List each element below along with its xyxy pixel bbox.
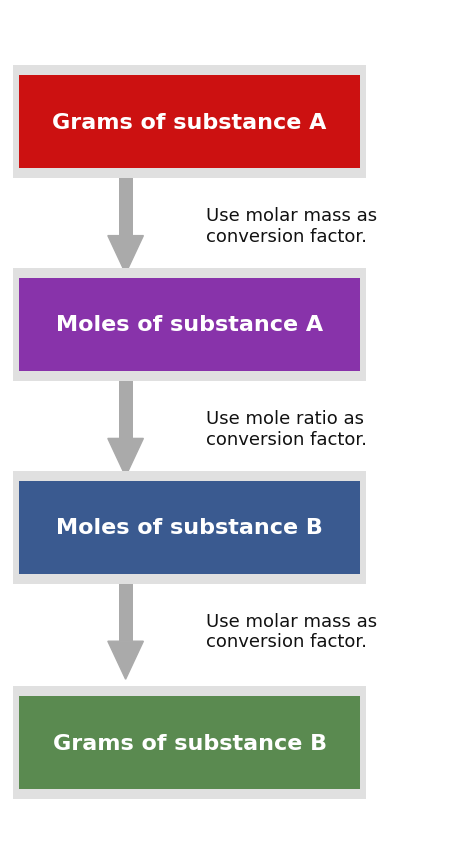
Text: Use molar mass as
conversion factor.: Use molar mass as conversion factor. <box>206 207 377 246</box>
Text: Moles of substance A: Moles of substance A <box>56 315 323 335</box>
Bar <box>13 268 366 381</box>
Bar <box>19 279 360 371</box>
Text: Moles of substance B: Moles of substance B <box>56 517 323 538</box>
Polygon shape <box>108 236 143 274</box>
Bar <box>19 696 360 789</box>
Text: Grams of substance B: Grams of substance B <box>53 733 327 753</box>
Bar <box>118 177 133 236</box>
Text: Use mole ratio as
conversion factor.: Use mole ratio as conversion factor. <box>206 409 367 448</box>
Polygon shape <box>108 439 143 477</box>
Polygon shape <box>108 641 143 679</box>
Text: Grams of substance A: Grams of substance A <box>53 112 327 133</box>
Bar <box>19 481 360 574</box>
Bar <box>118 380 133 439</box>
Bar <box>13 686 366 799</box>
Bar <box>118 582 133 641</box>
Bar <box>13 471 366 584</box>
Bar <box>13 66 366 179</box>
Text: Use molar mass as
conversion factor.: Use molar mass as conversion factor. <box>206 612 377 651</box>
Bar <box>19 76 360 169</box>
